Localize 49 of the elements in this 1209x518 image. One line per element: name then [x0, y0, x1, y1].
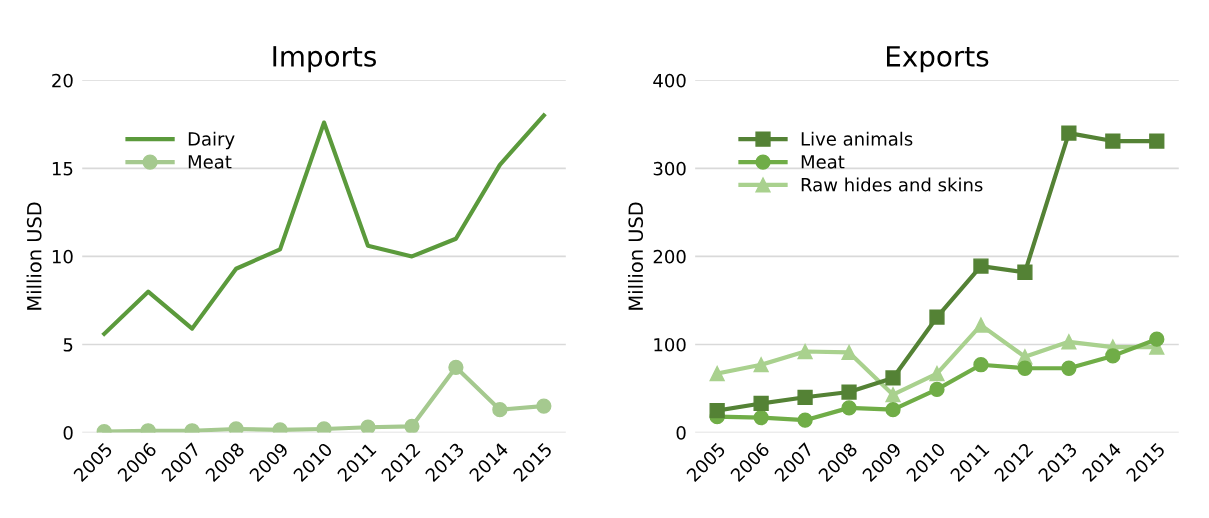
point: [1105, 133, 1121, 149]
y-tick-label: 20: [52, 73, 73, 88]
y-tick-label: 10: [52, 249, 73, 264]
y-tick-label: 0: [676, 425, 686, 440]
point: [753, 395, 769, 412]
y-axis-title: Million USD: [26, 202, 42, 310]
legend-label: Meat: [188, 155, 232, 169]
point: [885, 401, 901, 418]
legend-label: Raw hides and skins: [801, 177, 983, 192]
point: [1061, 334, 1077, 350]
legend-label: Dairy: [188, 131, 235, 150]
point: [797, 412, 813, 428]
point: [753, 357, 769, 373]
point: [709, 402, 725, 419]
point: [885, 387, 901, 403]
line-series: [102, 113, 546, 336]
point: [841, 344, 857, 361]
point: [929, 381, 945, 398]
point: [709, 365, 725, 382]
legend-label: Live animals: [801, 131, 913, 146]
point: [753, 409, 769, 426]
y-tick-label: 300: [653, 161, 686, 176]
point: [973, 317, 989, 333]
point: [1061, 360, 1077, 376]
chart-title: Exports: [887, 46, 989, 73]
point: [797, 343, 813, 360]
point: [1149, 133, 1165, 149]
point: [1149, 331, 1165, 347]
y-tick-label: 100: [654, 337, 686, 352]
point: [929, 309, 945, 325]
point: [973, 357, 989, 373]
y-tick-label: 5: [63, 338, 73, 352]
chart-title: Imports: [273, 46, 376, 73]
point: [1017, 264, 1033, 280]
point: [841, 384, 857, 400]
y-axis-title: Million USD: [628, 202, 644, 310]
point: [885, 370, 901, 386]
y-tick-label: 200: [653, 249, 686, 264]
point: [797, 389, 813, 405]
point: [1061, 125, 1077, 141]
point: [973, 258, 989, 274]
y-tick-label: 15: [52, 162, 73, 176]
y-tick-label: 0: [63, 425, 73, 440]
y-tick-label: 400: [653, 73, 686, 88]
point: [1017, 360, 1033, 376]
legend-label: Meat: [801, 155, 845, 169]
point: [929, 365, 945, 382]
point: [841, 400, 857, 416]
point: [1105, 348, 1121, 364]
